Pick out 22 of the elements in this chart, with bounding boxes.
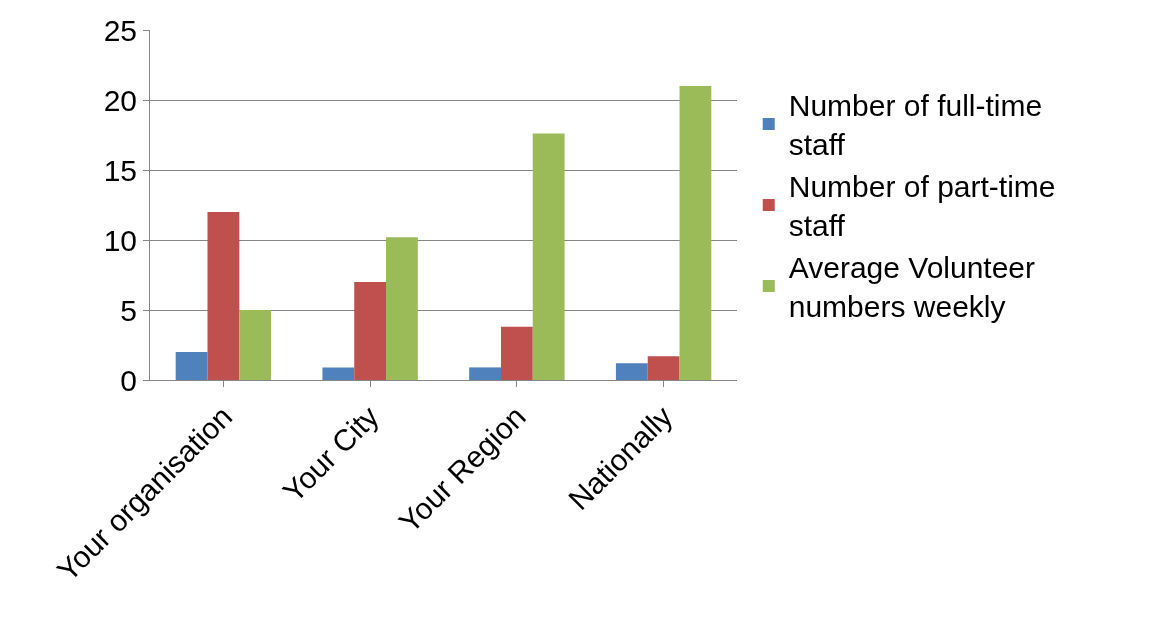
y-tick-label: 20 bbox=[103, 83, 137, 117]
bar bbox=[532, 133, 565, 380]
bar bbox=[615, 363, 648, 380]
bar bbox=[469, 367, 501, 380]
bar bbox=[500, 326, 533, 380]
x-tick-label: Your City bbox=[276, 399, 385, 509]
legend-label: Number of part-time staff bbox=[788, 170, 1056, 243]
bar bbox=[647, 356, 680, 380]
y-tick-label: 25 bbox=[103, 13, 137, 47]
bar bbox=[207, 212, 240, 380]
legend-label: Number of full-time staff bbox=[788, 89, 1043, 162]
bar bbox=[354, 282, 387, 380]
bar bbox=[239, 310, 272, 380]
y-tick-label: 5 bbox=[120, 293, 137, 327]
y-tick-label: 10 bbox=[103, 223, 137, 257]
y-tick-label: 0 bbox=[120, 363, 137, 397]
bar bbox=[322, 367, 355, 380]
bar bbox=[386, 237, 418, 380]
legend-label: Average Volunteer numbers weekly bbox=[788, 251, 1036, 324]
bar bbox=[679, 86, 712, 380]
bar bbox=[175, 352, 208, 380]
y-tick-label: 15 bbox=[103, 153, 137, 187]
